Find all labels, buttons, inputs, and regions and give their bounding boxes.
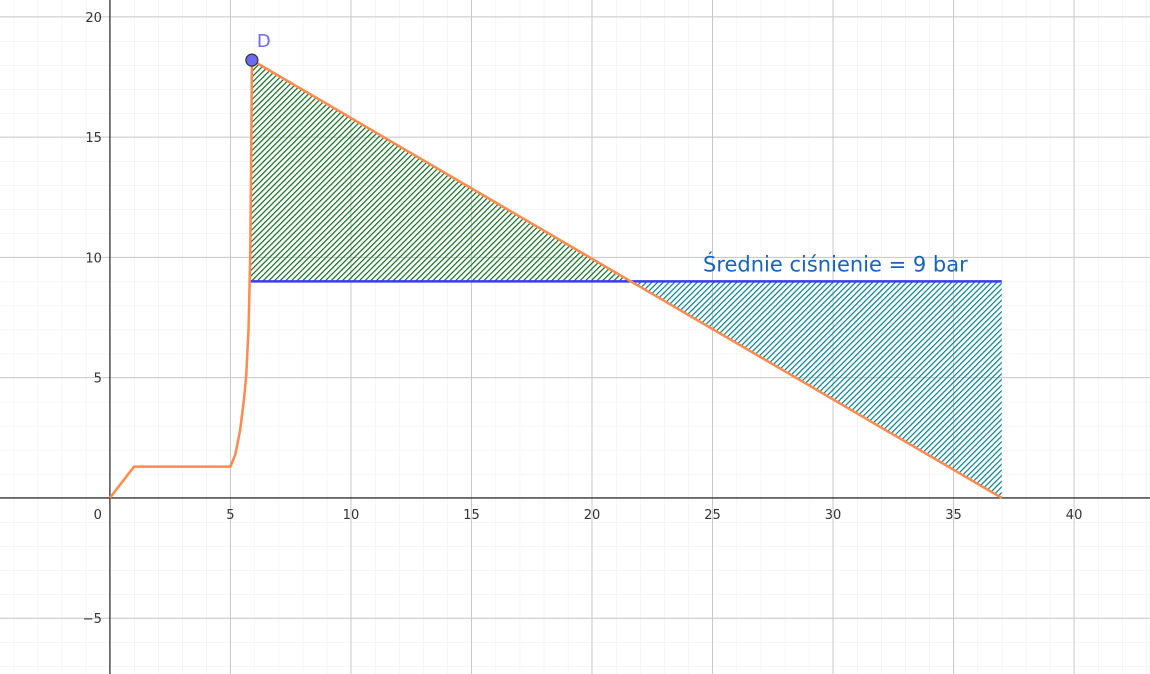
y-tick-label: 5 xyxy=(94,372,102,387)
x-tick-label: 35 xyxy=(945,508,962,523)
x-tick-label: 15 xyxy=(463,508,480,523)
annotation: Średnie ciśnienie = 9 bar xyxy=(703,251,968,276)
x-tick-label: 5 xyxy=(226,508,234,523)
x-tick-label: 25 xyxy=(704,508,721,523)
pressure-curve xyxy=(108,58,1003,500)
x-tick-label: 10 xyxy=(343,508,360,523)
x-tick-label: 20 xyxy=(584,508,601,523)
y-tick-label: 10 xyxy=(85,251,102,266)
y-tick-label: 15 xyxy=(85,131,102,146)
x-tick-label: 0 xyxy=(94,508,102,523)
x-tick-label: 40 xyxy=(1066,508,1083,523)
point-label: D xyxy=(257,31,271,52)
y-tick-label: 20 xyxy=(85,11,102,26)
y-tick-label: −5 xyxy=(83,612,102,627)
x-tick-label: 30 xyxy=(825,508,842,523)
point xyxy=(245,53,259,67)
